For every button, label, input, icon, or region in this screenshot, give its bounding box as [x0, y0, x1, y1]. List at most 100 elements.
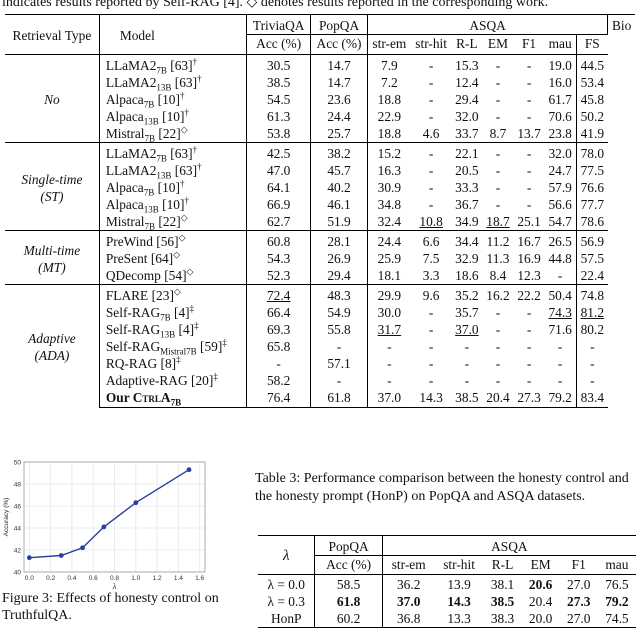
- table-cell: 58.5: [314, 574, 383, 593]
- t3-header-lambda: λ: [258, 535, 316, 575]
- table-cell: 61.8: [310, 389, 368, 408]
- table-cell: -: [544, 372, 577, 389]
- table-cell: -: [526, 197, 532, 212]
- table-cell: 79.2: [605, 594, 629, 609]
- table-cell: 79.2: [544, 389, 577, 408]
- table-cell: 31.7: [377, 322, 402, 337]
- table-cell: -: [428, 109, 434, 124]
- table-cell: -: [544, 338, 577, 355]
- table-row: Alpaca7B [10]† 64.1 40.2 30.9-33.3- -57.9 76.…: [5, 179, 635, 197]
- table-cell: 34.9: [455, 214, 479, 229]
- table-cell: -: [526, 109, 532, 124]
- header-acc: Acc (%): [246, 34, 312, 55]
- table-cell: 74.3: [544, 304, 577, 321]
- table-row: LLaMA213B [63]† 38.5 14.7 7.2-12.4- -16.0 53.…: [5, 74, 635, 92]
- table-row: Adaptive (ADA) FLARE [23]◇ 72.4 48.3 29.9 9.6 3…: [5, 284, 635, 408]
- table-cell: 18.8: [377, 92, 402, 107]
- table-cell: -: [526, 356, 532, 371]
- table-cell: 7.2: [381, 75, 398, 90]
- table-2: Retrieval Type Model TriviaQA PopQA ASQA…: [5, 14, 635, 408]
- table-cell: 64.1: [246, 179, 312, 196]
- table-row: HonP 60.2 36.8 13.3 38.3 20.0 27.0 74.5: [258, 610, 636, 628]
- t3-header-f1: F1: [559, 555, 598, 575]
- model-name: Adaptive-RAG [20]‡: [99, 372, 248, 389]
- table-cell: 13.9: [434, 574, 484, 593]
- table-cell: -: [495, 180, 501, 195]
- t3-header-em: EM: [521, 555, 560, 575]
- table-cell: -: [526, 163, 532, 178]
- table-cell: 76.5: [597, 574, 636, 593]
- table-cell: 13.7: [517, 126, 541, 141]
- table-cell: -: [590, 373, 595, 388]
- table-cell: 26.5: [544, 230, 577, 250]
- table-cell: 20.4: [528, 594, 553, 609]
- table-cell: 15.2: [367, 142, 411, 162]
- table-cell: 77.7: [580, 197, 605, 212]
- table-cell: 25.7: [310, 125, 368, 143]
- table-cell: 38.5: [246, 74, 312, 91]
- header-acc-2: Acc (%): [310, 34, 368, 55]
- table-cell: 37.0: [455, 322, 479, 337]
- table-cell: -: [428, 339, 434, 354]
- x-tick-label: 1.6: [195, 575, 204, 582]
- table-row: QDecomp [54]◇ 52.3 29.4 18.1 3.3 18.6 8.4 12.3-…: [5, 267, 635, 285]
- table-cell: 23.6: [310, 91, 368, 108]
- table-cell: 66.4: [246, 304, 312, 321]
- table-cell: 83.4: [576, 389, 608, 408]
- table-cell: 35.2: [451, 284, 483, 304]
- table-cell: -: [387, 373, 392, 388]
- table-cell: 7.5: [422, 251, 440, 266]
- table-cell: 15.3: [451, 54, 483, 74]
- table-cell: -: [495, 197, 501, 212]
- table-cell: 38.5: [490, 594, 515, 609]
- table-row: RQ-RAG [8]‡ -57.1- - - - - - -: [5, 355, 635, 372]
- table-cell: 18.1: [377, 268, 402, 283]
- table-cell: 32.0: [455, 109, 479, 124]
- table-cell: 40.2: [310, 179, 368, 196]
- table-cell: -: [590, 339, 595, 354]
- model-name: LLaMA27B [63]†: [99, 54, 248, 75]
- table-row: Multi-time (MT) PreWind [56]◇ 60.8 28.1 24.4 6…: [5, 230, 635, 285]
- table-cell: -: [513, 54, 545, 74]
- table-cell: 22.2: [513, 284, 545, 304]
- x-axis-label: λ: [112, 582, 117, 591]
- table-cell: 61.3: [246, 108, 312, 125]
- t3-header-acc: Acc (%): [314, 555, 383, 575]
- x-tick-label: 1.2: [153, 575, 162, 582]
- table-cell: -: [526, 180, 532, 195]
- figure-3-caption: Figure 3: Effects of honesty control on …: [2, 591, 219, 623]
- table-cell: -: [410, 142, 452, 162]
- table-cell: -: [428, 356, 434, 371]
- table-cell: -: [428, 197, 434, 212]
- table-cell: 25.9: [377, 251, 402, 266]
- table-cell: 25.1: [517, 214, 541, 229]
- table-cell: -: [495, 305, 501, 320]
- table-cell: 61.7: [544, 91, 577, 108]
- x-tick-label: 0.8: [110, 575, 119, 582]
- table-cell: -: [544, 267, 577, 285]
- series-line: [29, 469, 190, 559]
- table-cell: 22.4: [580, 268, 605, 283]
- x-tick-label: 0.2: [46, 575, 55, 582]
- table-cell: 33.3: [455, 180, 479, 195]
- header-triviaqa: TriviaQA: [246, 14, 312, 35]
- table-row: λ = 0.3 61.8 37.0 14.3 38.5 20.4 27.3 79.2: [258, 593, 636, 610]
- table-cell: 70.6: [544, 108, 577, 125]
- table-cell: 18.6: [455, 268, 479, 283]
- table-cell: 74.5: [597, 610, 636, 628]
- table-3-caption: Table 3: Performance comparison between …: [255, 471, 629, 504]
- table-cell: 53.8: [246, 125, 312, 143]
- table-cell: 20.6: [521, 574, 560, 593]
- table-cell: 29.9: [367, 284, 411, 304]
- table-cell: 74.8: [576, 284, 608, 304]
- y-tick-label: 40: [14, 570, 22, 577]
- table-cell: 58.2: [246, 372, 312, 389]
- table-row: Alpaca7B [10]† 54.5 23.6 18.8-29.4- -61.7 45.…: [5, 91, 635, 109]
- table-cell: 12.4: [455, 75, 479, 90]
- table-cell: 78.6: [580, 214, 605, 229]
- table-cell: 38.3: [483, 610, 522, 628]
- table-cell: -: [428, 92, 434, 107]
- table-cell: 7.9: [367, 54, 411, 74]
- table-cell: -: [495, 92, 501, 107]
- table-cell: 20.5: [455, 163, 479, 178]
